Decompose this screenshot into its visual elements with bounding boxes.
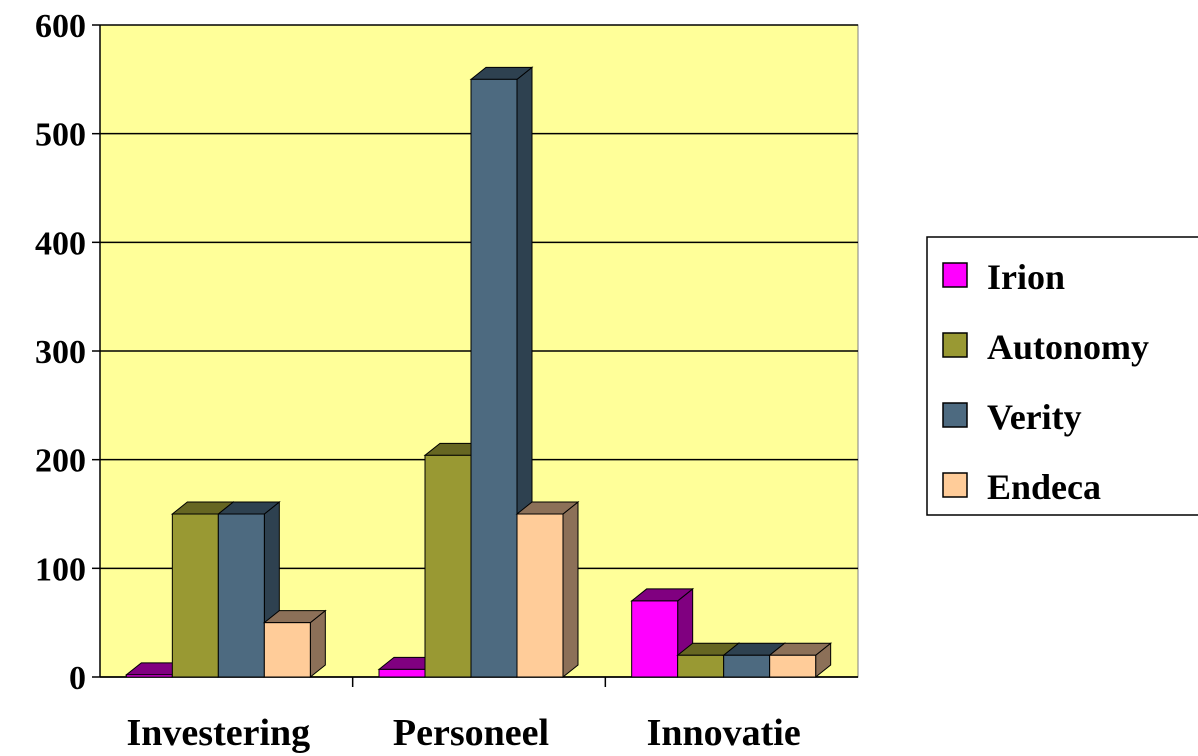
y-tick-label: 600 [35, 8, 86, 45]
x-category-label: Investering [127, 712, 311, 754]
legend-swatch-endeca [942, 472, 968, 498]
legend-box [926, 236, 1198, 516]
legend-label-verity: Verity [987, 397, 1082, 437]
bar-endeca-personeel [515, 500, 580, 679]
x-category-label: Innovatie [647, 712, 801, 754]
x-category-label: Personeel [393, 712, 549, 754]
bars [124, 66, 833, 679]
y-tick-label: 400 [35, 225, 86, 262]
bar-verity-personeel [469, 66, 534, 679]
legend-swatch-verity [942, 402, 968, 428]
legend-swatch-autonomy [942, 332, 968, 358]
bar-endeca-investering [262, 609, 327, 679]
legend-label-autonomy: Autonomy [987, 327, 1149, 367]
y-tick-label: 100 [35, 551, 86, 588]
y-axis-ticks: 0 100 200 300 400 500 600 [35, 8, 86, 697]
legend: Irion Autonomy Verity Endeca [926, 236, 1198, 516]
bar-verity-investering [216, 500, 281, 679]
y-tick-label: 300 [35, 334, 86, 371]
legend-label-irion: Irion [987, 257, 1065, 297]
legend-label-endeca: Endeca [987, 467, 1101, 507]
legend-swatch-irion [942, 262, 968, 288]
y-tick-label: 500 [35, 117, 86, 154]
x-axis-labels: Investering Personeel Innovatie [127, 712, 801, 754]
y-tick-label: 0 [69, 660, 86, 697]
bar-endeca-innovatie [768, 642, 833, 679]
y-tick-label: 200 [35, 443, 86, 480]
